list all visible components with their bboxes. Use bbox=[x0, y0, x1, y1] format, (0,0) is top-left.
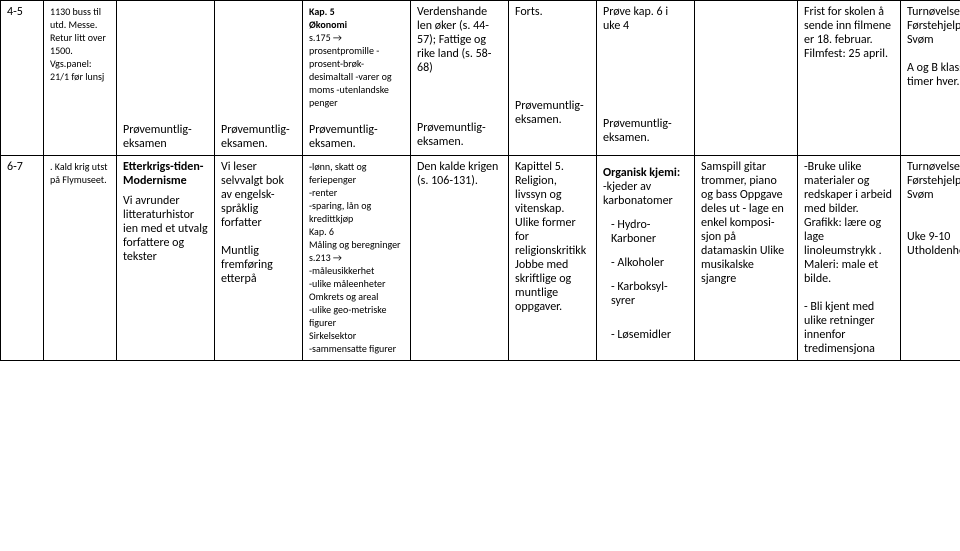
cell-week: 6-7 bbox=[1, 156, 44, 361]
section-header: Organisk kjemi: bbox=[603, 166, 680, 180]
cell: Turnøvelser Førstehjelp Svøm Uke 9-10 Ut… bbox=[901, 156, 960, 361]
cell: Etterkrigs-tiden- Modernisme Vi avrunder… bbox=[117, 156, 215, 361]
cell: Kap. 5 Økonomi s.175 → prosentpromille -… bbox=[303, 1, 411, 156]
cell-note: . Kald krig utst på Flymuseet. bbox=[44, 156, 117, 361]
text-block: Verdenshande len øker (s. 44-57); Fattig… bbox=[417, 5, 491, 75]
exam-label: Prøvemuntlig-eksamen. bbox=[221, 123, 290, 151]
exam-label: Prøvemuntlig-eksamen. bbox=[417, 121, 486, 149]
cell: Turnøvelser Førstehjelp Svøm A og B klas… bbox=[901, 1, 960, 156]
cell-note: 1130 buss til utd. Messe. Retur litt ove… bbox=[44, 1, 117, 156]
list-item: -kjeder av karbonatomer bbox=[603, 180, 673, 208]
table-row: 4-5 1130 buss til utd. Messe. Retur litt… bbox=[1, 1, 960, 156]
cell: Frist for skolen å sende inn filmene er … bbox=[798, 1, 901, 156]
cell: -lønn, skatt og feriepenger -renter -spa… bbox=[303, 156, 411, 361]
exam-label: Prøvemuntlig-eksamen. bbox=[309, 123, 378, 151]
cell: Prøvemuntlig-eksamen bbox=[117, 1, 215, 156]
cell: Forts. Prøvemuntlig-eksamen. bbox=[509, 1, 597, 156]
cell: Organisk kjemi: -kjeder av karbonatomer … bbox=[597, 156, 695, 361]
exam-label: Prøvemuntlig-eksamen bbox=[123, 123, 192, 151]
cell: Verdenshande len øker (s. 44-57); Fattig… bbox=[411, 1, 509, 156]
list-item: - Løsemidler bbox=[611, 328, 688, 342]
text-block: Vi avrunder litteraturhistor ien med et … bbox=[123, 194, 208, 264]
exam-label: Prøvemuntlig-eksamen. bbox=[515, 99, 584, 127]
cell: -Bruke ulike materialer og redskaper i a… bbox=[798, 156, 901, 361]
cell: Prøve kap. 6 i uke 4 Prøvemuntlig-eksame… bbox=[597, 1, 695, 156]
cell: Vi leser selvvalgt bok av engelsk-språkl… bbox=[215, 156, 303, 361]
plan-table: 4-5 1130 buss til utd. Messe. Retur litt… bbox=[0, 0, 960, 361]
list-item: - Karboksyl-syrer bbox=[611, 280, 688, 308]
chapter-header: Kap. 5 Økonomi bbox=[309, 5, 347, 31]
table-row: 6-7 . Kald krig utst på Flymuseet. Etter… bbox=[1, 156, 960, 361]
text-block: Prøve kap. 6 i uke 4 bbox=[603, 5, 668, 33]
cell: Kapittel 5. Religion, livssyn og vitensk… bbox=[509, 156, 597, 361]
cell-week: 4-5 bbox=[1, 1, 44, 156]
cell: Den kalde krigen (s. 106-131). bbox=[411, 156, 509, 361]
exam-label: Prøvemuntlig-eksamen. bbox=[603, 117, 672, 145]
list-item: - Hydro-Karboner bbox=[611, 218, 688, 246]
cell: Samspill gitar trommer, piano og bass Op… bbox=[695, 156, 798, 361]
chapter-body: s.175 → prosentpromille -prosent-brøk-de… bbox=[309, 31, 392, 109]
list-item: - Alkoholer bbox=[611, 256, 688, 270]
cell bbox=[695, 1, 798, 156]
cell: Prøvemuntlig-eksamen. bbox=[215, 1, 303, 156]
section-header: Etterkrigs-tiden- Modernisme bbox=[123, 160, 203, 188]
text-block: Forts. bbox=[515, 5, 543, 19]
